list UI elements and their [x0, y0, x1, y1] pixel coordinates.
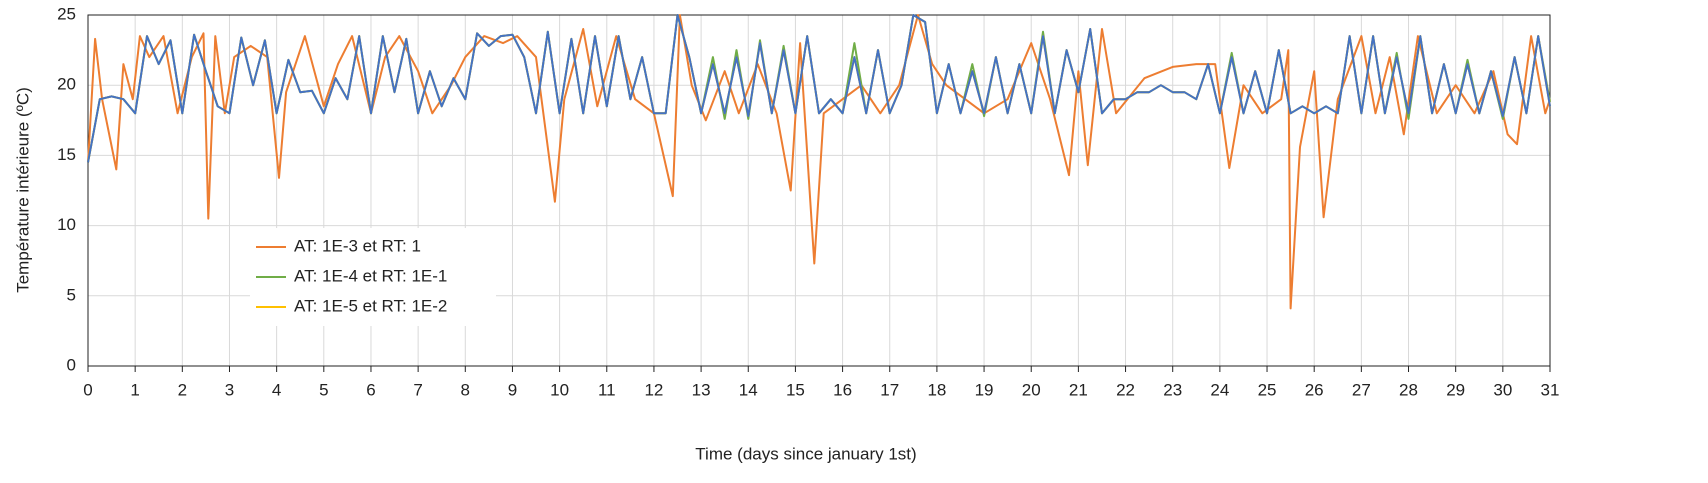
x-tick-label: 12: [644, 380, 663, 399]
series-line: [87, 14, 1551, 163]
x-tick-label: 3: [225, 380, 234, 399]
x-tick-label: 2: [178, 380, 187, 399]
x-tick-label: 10: [550, 380, 569, 399]
legend-label: AT: 1E-4 et RT: 1E-1: [294, 266, 447, 285]
x-tick-label: 20: [1022, 380, 1041, 399]
y-tick-label: 25: [57, 4, 76, 23]
x-tick-label: 30: [1493, 380, 1512, 399]
x-tick-label: 28: [1399, 380, 1418, 399]
plot-frame: [87, 14, 1551, 367]
x-tick-label: 18: [927, 380, 946, 399]
x-tick-label: 29: [1446, 380, 1465, 399]
x-axis-label: Time (days since january 1st): [695, 444, 916, 463]
series-line: [87, 14, 1551, 310]
x-tick-label: 9: [508, 380, 517, 399]
x-tick-label: 8: [461, 380, 470, 399]
x-tick-label: 7: [413, 380, 422, 399]
x-tick-label: 11: [598, 380, 616, 399]
x-tick-label: 25: [1258, 380, 1277, 399]
x-tick-label: 15: [786, 380, 805, 399]
x-tick-label: 13: [692, 380, 711, 399]
legend-box: [250, 228, 496, 326]
x-tick-label: 5: [319, 380, 328, 399]
series-line: [87, 14, 1551, 163]
y-tick-label: 0: [67, 355, 76, 374]
y-tick-label: 5: [67, 285, 76, 304]
x-tick-label: 19: [975, 380, 994, 399]
x-tick-label: 31: [1541, 380, 1560, 399]
x-tick-label: 26: [1305, 380, 1324, 399]
x-tick-label: 27: [1352, 380, 1371, 399]
legend-label: AT: 1E-5 et RT: 1E-2: [294, 296, 447, 315]
x-tick-label: 4: [272, 380, 281, 399]
x-tick-label: 14: [739, 380, 758, 399]
x-tick-label: 24: [1210, 380, 1229, 399]
y-tick-label: 10: [57, 215, 76, 234]
x-tick-label: 21: [1069, 380, 1088, 399]
y-tick-label: 20: [57, 75, 76, 94]
x-tick-label: 16: [833, 380, 852, 399]
series-line: [87, 14, 1551, 163]
y-tick-label: 15: [57, 145, 76, 164]
x-tick-label: 6: [366, 380, 375, 399]
x-tick-label: 0: [83, 380, 92, 399]
x-tick-label: 17: [880, 380, 899, 399]
y-axis-label: Température intérieure (ºC): [13, 87, 32, 293]
x-tick-label: 1: [130, 380, 139, 399]
x-tick-label: 22: [1116, 380, 1135, 399]
legend-label: AT: 1E-3 et RT: 1: [294, 236, 421, 255]
x-tick-label: 23: [1163, 380, 1182, 399]
